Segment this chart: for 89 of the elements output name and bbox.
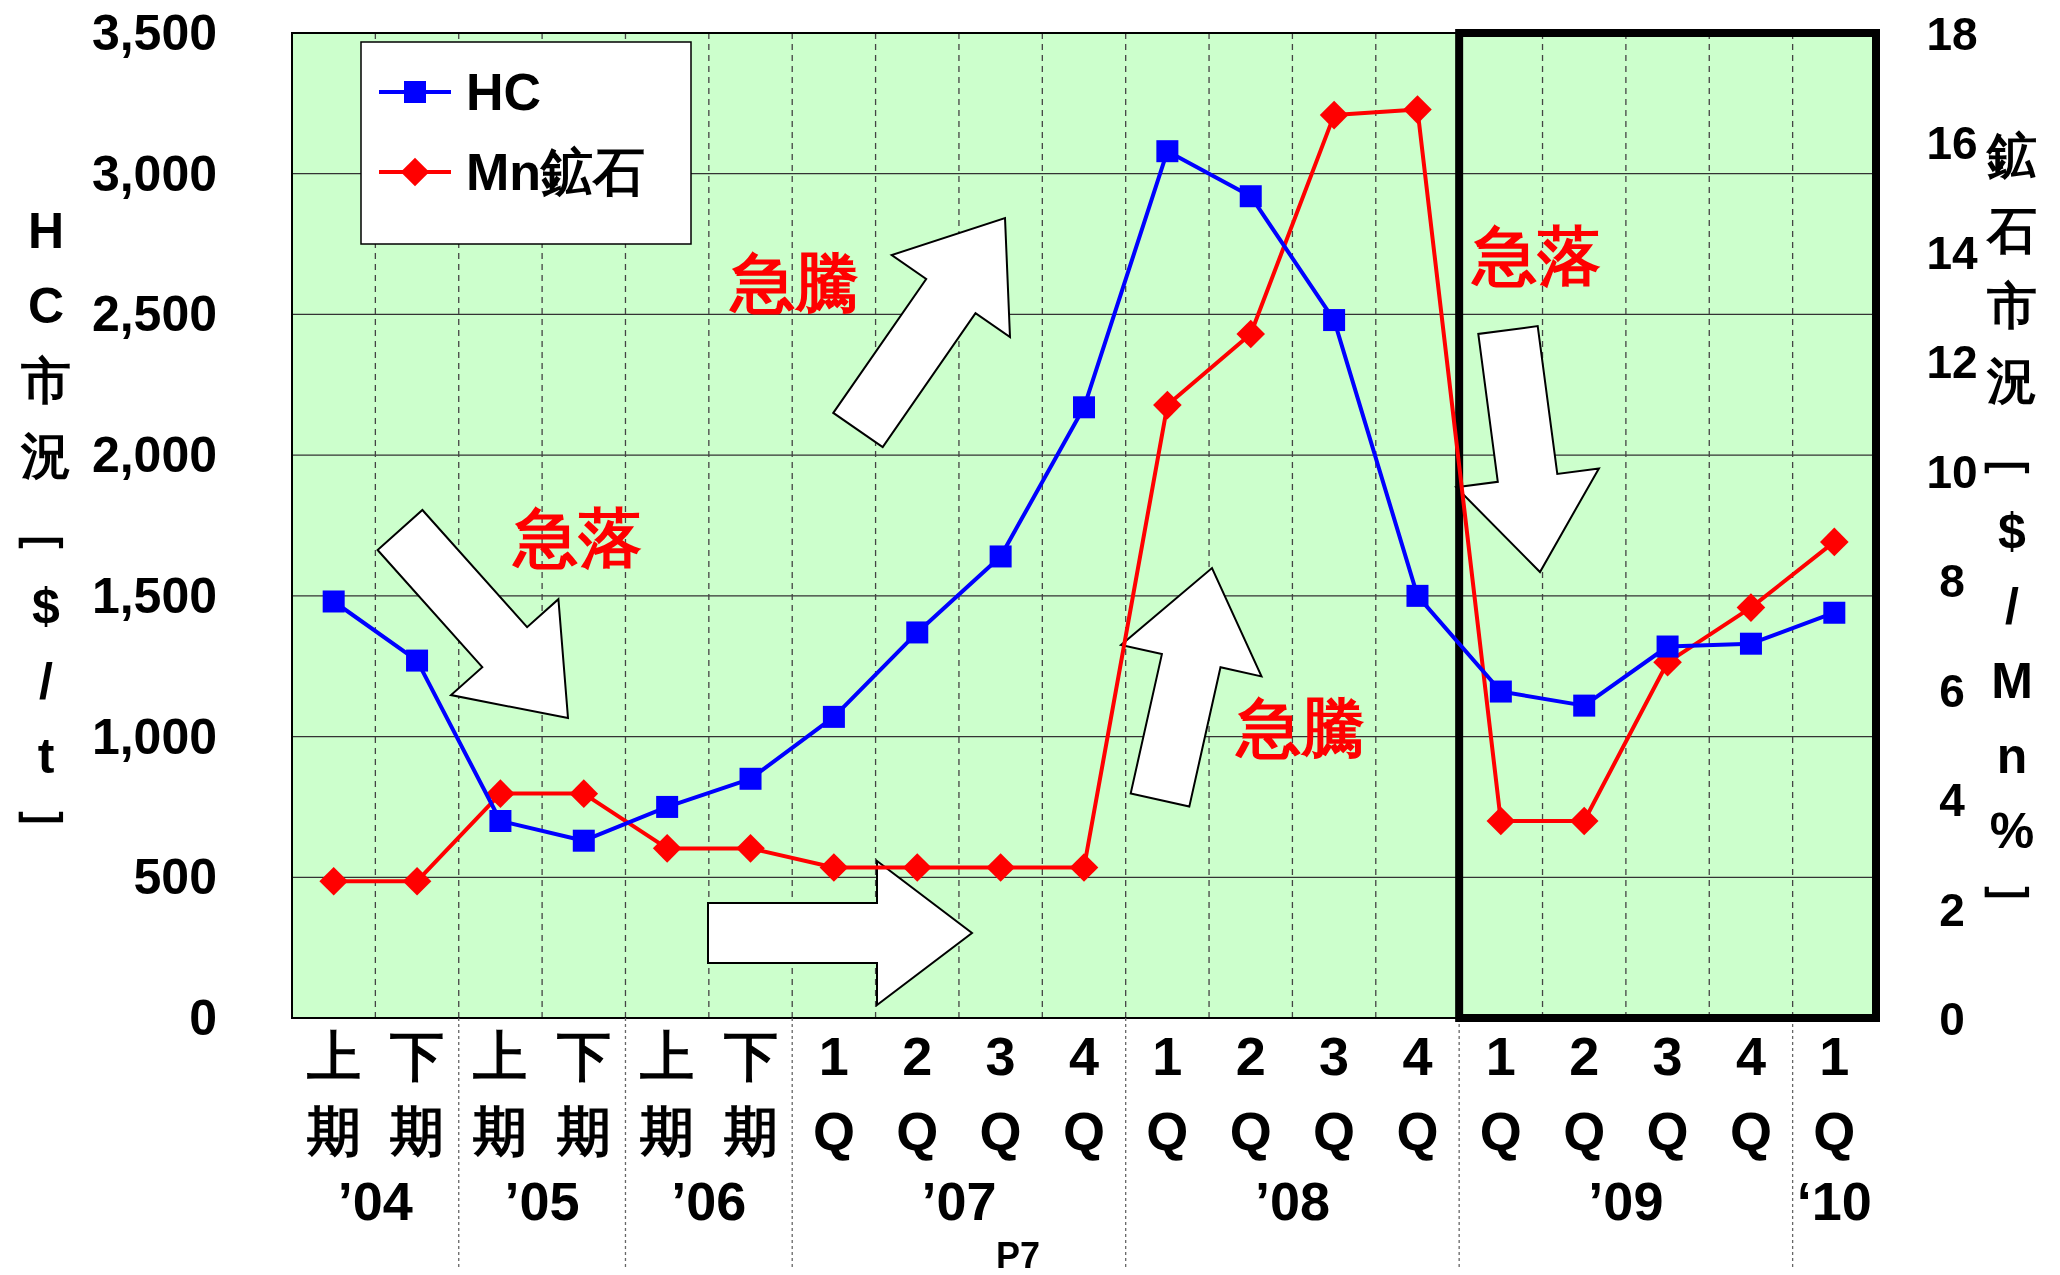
x-tick-label: 3Q <box>1313 1026 1356 1161</box>
y2-tick-label: 18 <box>1926 8 1978 60</box>
y2-tick-label: 14 <box>1926 226 1978 279</box>
y2-tick-label: 6 <box>1939 664 1965 717</box>
point <box>1489 680 1512 703</box>
y-tick-label: 2,000 <box>91 427 217 484</box>
point <box>1739 632 1762 655</box>
x-tick-label: 1Q <box>812 1026 855 1161</box>
x-tick-label: 上期 <box>639 1026 695 1161</box>
y2-tick-label: 0 <box>1939 993 1965 1045</box>
text: ‘10 <box>1796 1171 1872 1231</box>
point <box>319 866 348 896</box>
point <box>986 853 1015 882</box>
x-tick-label: 下期 <box>722 1026 778 1161</box>
x-tick-label: 1Q <box>1479 1026 1522 1161</box>
text: ’08 <box>1254 1171 1330 1231</box>
x-tick-label: 1Q <box>1813 1026 1856 1161</box>
y-tick-label: 0 <box>189 990 217 1046</box>
point <box>1486 806 1516 836</box>
point <box>1156 140 1179 163</box>
y2-tick-label: 10 <box>1926 445 1978 498</box>
text: HC市況［$/t］ <box>17 203 73 855</box>
point <box>1820 527 1849 557</box>
point <box>1239 185 1262 208</box>
annotation: 急落 <box>512 502 642 574</box>
x-tick-label: 2Q <box>1229 1026 1272 1161</box>
point <box>569 779 599 808</box>
point <box>1069 853 1099 882</box>
x-tick-label: 4Q <box>1729 1026 1772 1161</box>
annotation: 急騰 <box>729 247 859 319</box>
point <box>652 834 682 863</box>
point <box>1403 95 1432 124</box>
point <box>572 829 595 852</box>
legend-label: HC <box>466 63 542 121</box>
point <box>406 649 429 672</box>
point <box>489 810 512 832</box>
x-tick-label: 2Q <box>1563 1026 1606 1161</box>
point <box>1073 396 1095 419</box>
text: ’07 <box>921 1171 997 1231</box>
point <box>1656 635 1679 658</box>
x-tick-label: 3Q <box>1646 1026 1689 1161</box>
x-tick-label: 下期 <box>555 1026 611 1161</box>
y-tick-label: 1,500 <box>91 567 217 624</box>
point <box>1323 309 1346 332</box>
point <box>739 767 762 790</box>
text: ’05 <box>504 1171 580 1231</box>
point <box>1573 694 1596 717</box>
point <box>989 545 1012 568</box>
text: ’09 <box>1588 1171 1664 1231</box>
point <box>822 705 845 728</box>
point <box>902 853 932 882</box>
point <box>1319 100 1349 130</box>
y2-tick-label: 16 <box>1926 117 1978 170</box>
point <box>1406 584 1429 607</box>
point <box>402 866 432 896</box>
point <box>819 853 849 882</box>
text: ’04 <box>337 1171 413 1231</box>
y2-tick-label: 4 <box>1939 774 1966 827</box>
point <box>1823 601 1846 624</box>
x-tick-label: 下期 <box>389 1026 445 1161</box>
x-tick-label: 上期 <box>305 1026 361 1161</box>
point <box>486 779 515 808</box>
text: ’06 <box>671 1171 747 1231</box>
x-tick-label: 4Q <box>1062 1026 1106 1161</box>
text: P7 <box>995 1235 1041 1275</box>
point <box>906 621 929 644</box>
x-tick-label: 4Q <box>1396 1026 1439 1161</box>
y2-tick-label: 8 <box>1939 555 1965 608</box>
point <box>322 590 345 613</box>
y-tick-label: 3,000 <box>91 145 217 202</box>
point <box>1569 806 1599 836</box>
y-tick-label: 1,000 <box>91 708 217 765</box>
y-tick-label: 500 <box>133 849 217 906</box>
annotation: 急落 <box>1471 220 1601 292</box>
point <box>1736 593 1766 622</box>
x-tick-label: 3Q <box>979 1026 1022 1161</box>
point <box>1153 390 1182 420</box>
point <box>736 834 765 863</box>
text: 鉱石市況［$/Mn%］ <box>1983 128 2039 930</box>
y2-tick-label: 12 <box>1926 336 1978 389</box>
x-tick-label: 上期 <box>472 1026 528 1161</box>
point <box>1236 319 1266 349</box>
x-tick-label: 2Q <box>896 1026 939 1161</box>
legend-label: Mn鉱石 <box>466 143 646 201</box>
y-tick-label: 3,500 <box>91 5 217 61</box>
y2-tick-label: 2 <box>1939 883 1965 936</box>
x-tick-label: 1Q <box>1146 1026 1189 1161</box>
y-tick-label: 2,500 <box>91 286 217 343</box>
point <box>656 795 679 818</box>
